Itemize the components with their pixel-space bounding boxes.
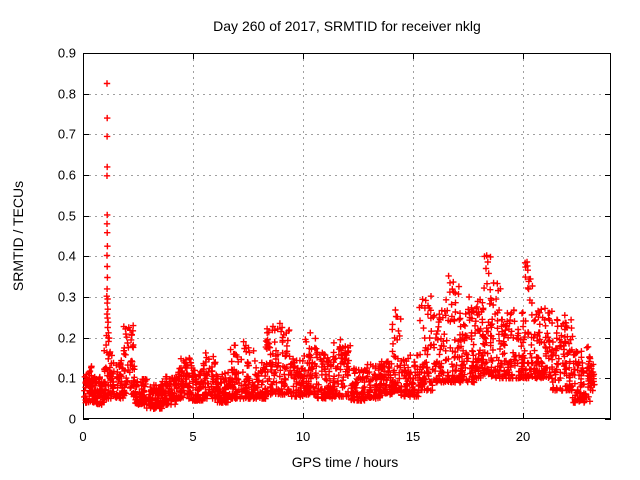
y-tick-label: 0.7: [58, 127, 76, 142]
chart-title: Day 260 of 2017, SRMTID for receiver nkl…: [213, 18, 481, 34]
y-tick-label: 0.1: [58, 371, 76, 386]
x-axis-title: GPS time / hours: [291, 454, 399, 470]
x-tick-label: 0: [79, 429, 86, 444]
x-tick-label: 20: [516, 429, 530, 444]
y-tick-label: 0.3: [58, 290, 76, 305]
x-tick-label: 10: [296, 429, 310, 444]
y-tick-label: 0.8: [58, 87, 76, 102]
x-tick-label: 5: [189, 429, 196, 444]
y-tick-label: 0: [69, 412, 76, 427]
y-tick-label: 0.6: [58, 168, 76, 183]
scatter-points: [81, 80, 598, 412]
y-tick-label: 0.2: [58, 331, 76, 346]
y-tick-label: 0.9: [58, 46, 76, 61]
plot-border: [83, 53, 611, 419]
tick-labels: 0 0.1 0.2 0.3 0.4 0.5 0.6 0.7 0.8 0.9 0 5 10 15 20: [58, 46, 530, 445]
y-tick-label: 0.4: [58, 249, 76, 264]
x-tick-label: 15: [406, 429, 420, 444]
y-tick-label: 0.5: [58, 209, 76, 224]
gridlines: [83, 53, 611, 419]
